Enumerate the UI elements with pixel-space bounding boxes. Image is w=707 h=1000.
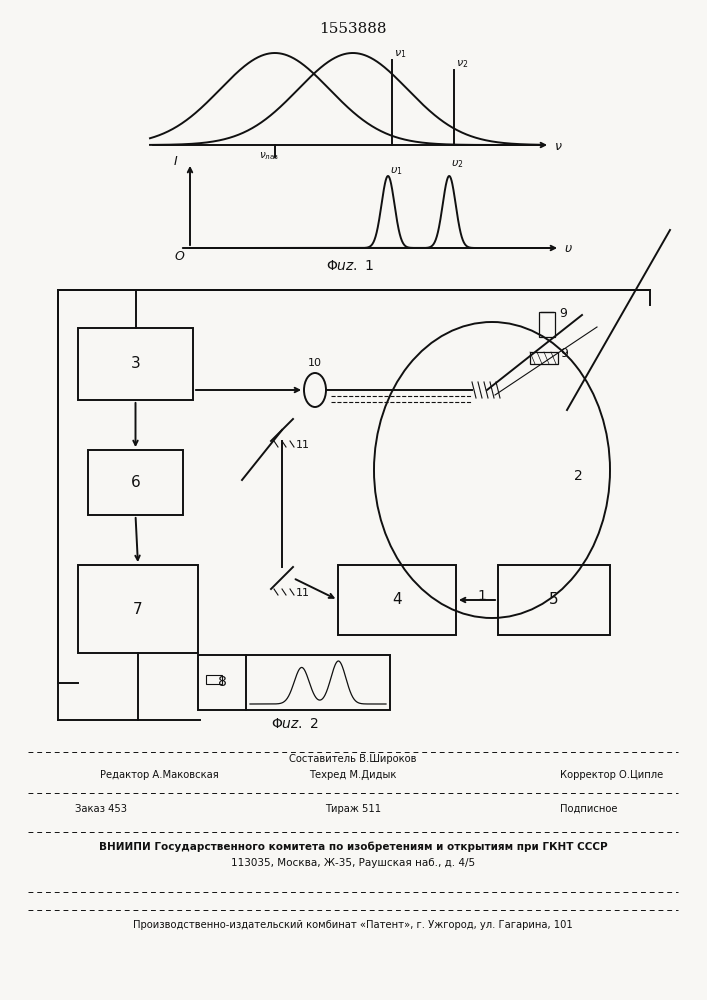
Text: Корректор О.Ципле: Корректор О.Ципле — [560, 770, 663, 780]
Text: 1: 1 — [477, 589, 486, 603]
Text: $\upsilon_1$: $\upsilon_1$ — [390, 165, 403, 177]
Text: 4: 4 — [392, 592, 402, 607]
Text: 9: 9 — [559, 307, 567, 320]
Text: $\nu_1$: $\nu_1$ — [394, 48, 407, 60]
Text: 2: 2 — [574, 469, 583, 483]
Text: 1553888: 1553888 — [320, 22, 387, 36]
Text: $O$: $O$ — [175, 250, 186, 263]
Text: 5: 5 — [549, 592, 559, 607]
Text: Тираж 511: Тираж 511 — [325, 804, 381, 814]
Bar — [78, 565, 198, 653]
Text: Составитель В.Широков: Составитель В.Широков — [289, 754, 416, 764]
Bar — [539, 312, 555, 337]
Text: Производственно-издательский комбинат «Патент», г. Ужгород, ул. Гагарина, 101: Производственно-издательский комбинат «П… — [133, 920, 573, 930]
Text: $\Phi u z.\ 2$: $\Phi u z.\ 2$ — [271, 717, 319, 731]
Bar — [78, 328, 193, 400]
Text: Техред М.Дидык: Техред М.Дидык — [310, 770, 397, 780]
Text: ВНИИПИ Государственного комитета по изобретениям и открытиям при ГКНТ СССР: ВНИИПИ Государственного комитета по изоб… — [99, 842, 607, 852]
Text: 10: 10 — [308, 358, 322, 368]
Text: Заказ 453: Заказ 453 — [75, 804, 127, 814]
Text: 3: 3 — [131, 357, 141, 371]
Bar — [530, 352, 558, 364]
Bar — [498, 565, 610, 635]
Text: 9: 9 — [560, 347, 568, 360]
Text: $I$: $I$ — [173, 155, 179, 168]
Bar — [338, 565, 456, 635]
Ellipse shape — [304, 373, 326, 407]
Text: $\Phi u z.\ 1$: $\Phi u z.\ 1$ — [326, 259, 374, 273]
Bar — [88, 450, 183, 515]
Bar — [206, 675, 222, 684]
Text: 8: 8 — [218, 676, 226, 690]
Text: $\nu_2$: $\nu_2$ — [456, 58, 469, 70]
Bar — [198, 655, 390, 710]
Text: $\nu_{\rm{лаз}}$: $\nu_{\rm{лаз}}$ — [259, 150, 279, 162]
Text: Подписное: Подписное — [560, 804, 617, 814]
Text: Редактор А.Маковская: Редактор А.Маковская — [100, 770, 218, 780]
Text: 7: 7 — [133, 601, 143, 616]
Text: $\upsilon_2$: $\upsilon_2$ — [451, 158, 464, 170]
Text: 11: 11 — [296, 588, 310, 598]
Text: 11: 11 — [296, 440, 310, 450]
Text: 6: 6 — [131, 475, 141, 490]
Text: $\upsilon$: $\upsilon$ — [564, 242, 573, 255]
Text: $\nu$: $\nu$ — [554, 139, 563, 152]
Text: 113035, Москва, Ж-35, Раушская наб., д. 4/5: 113035, Москва, Ж-35, Раушская наб., д. … — [231, 858, 475, 868]
